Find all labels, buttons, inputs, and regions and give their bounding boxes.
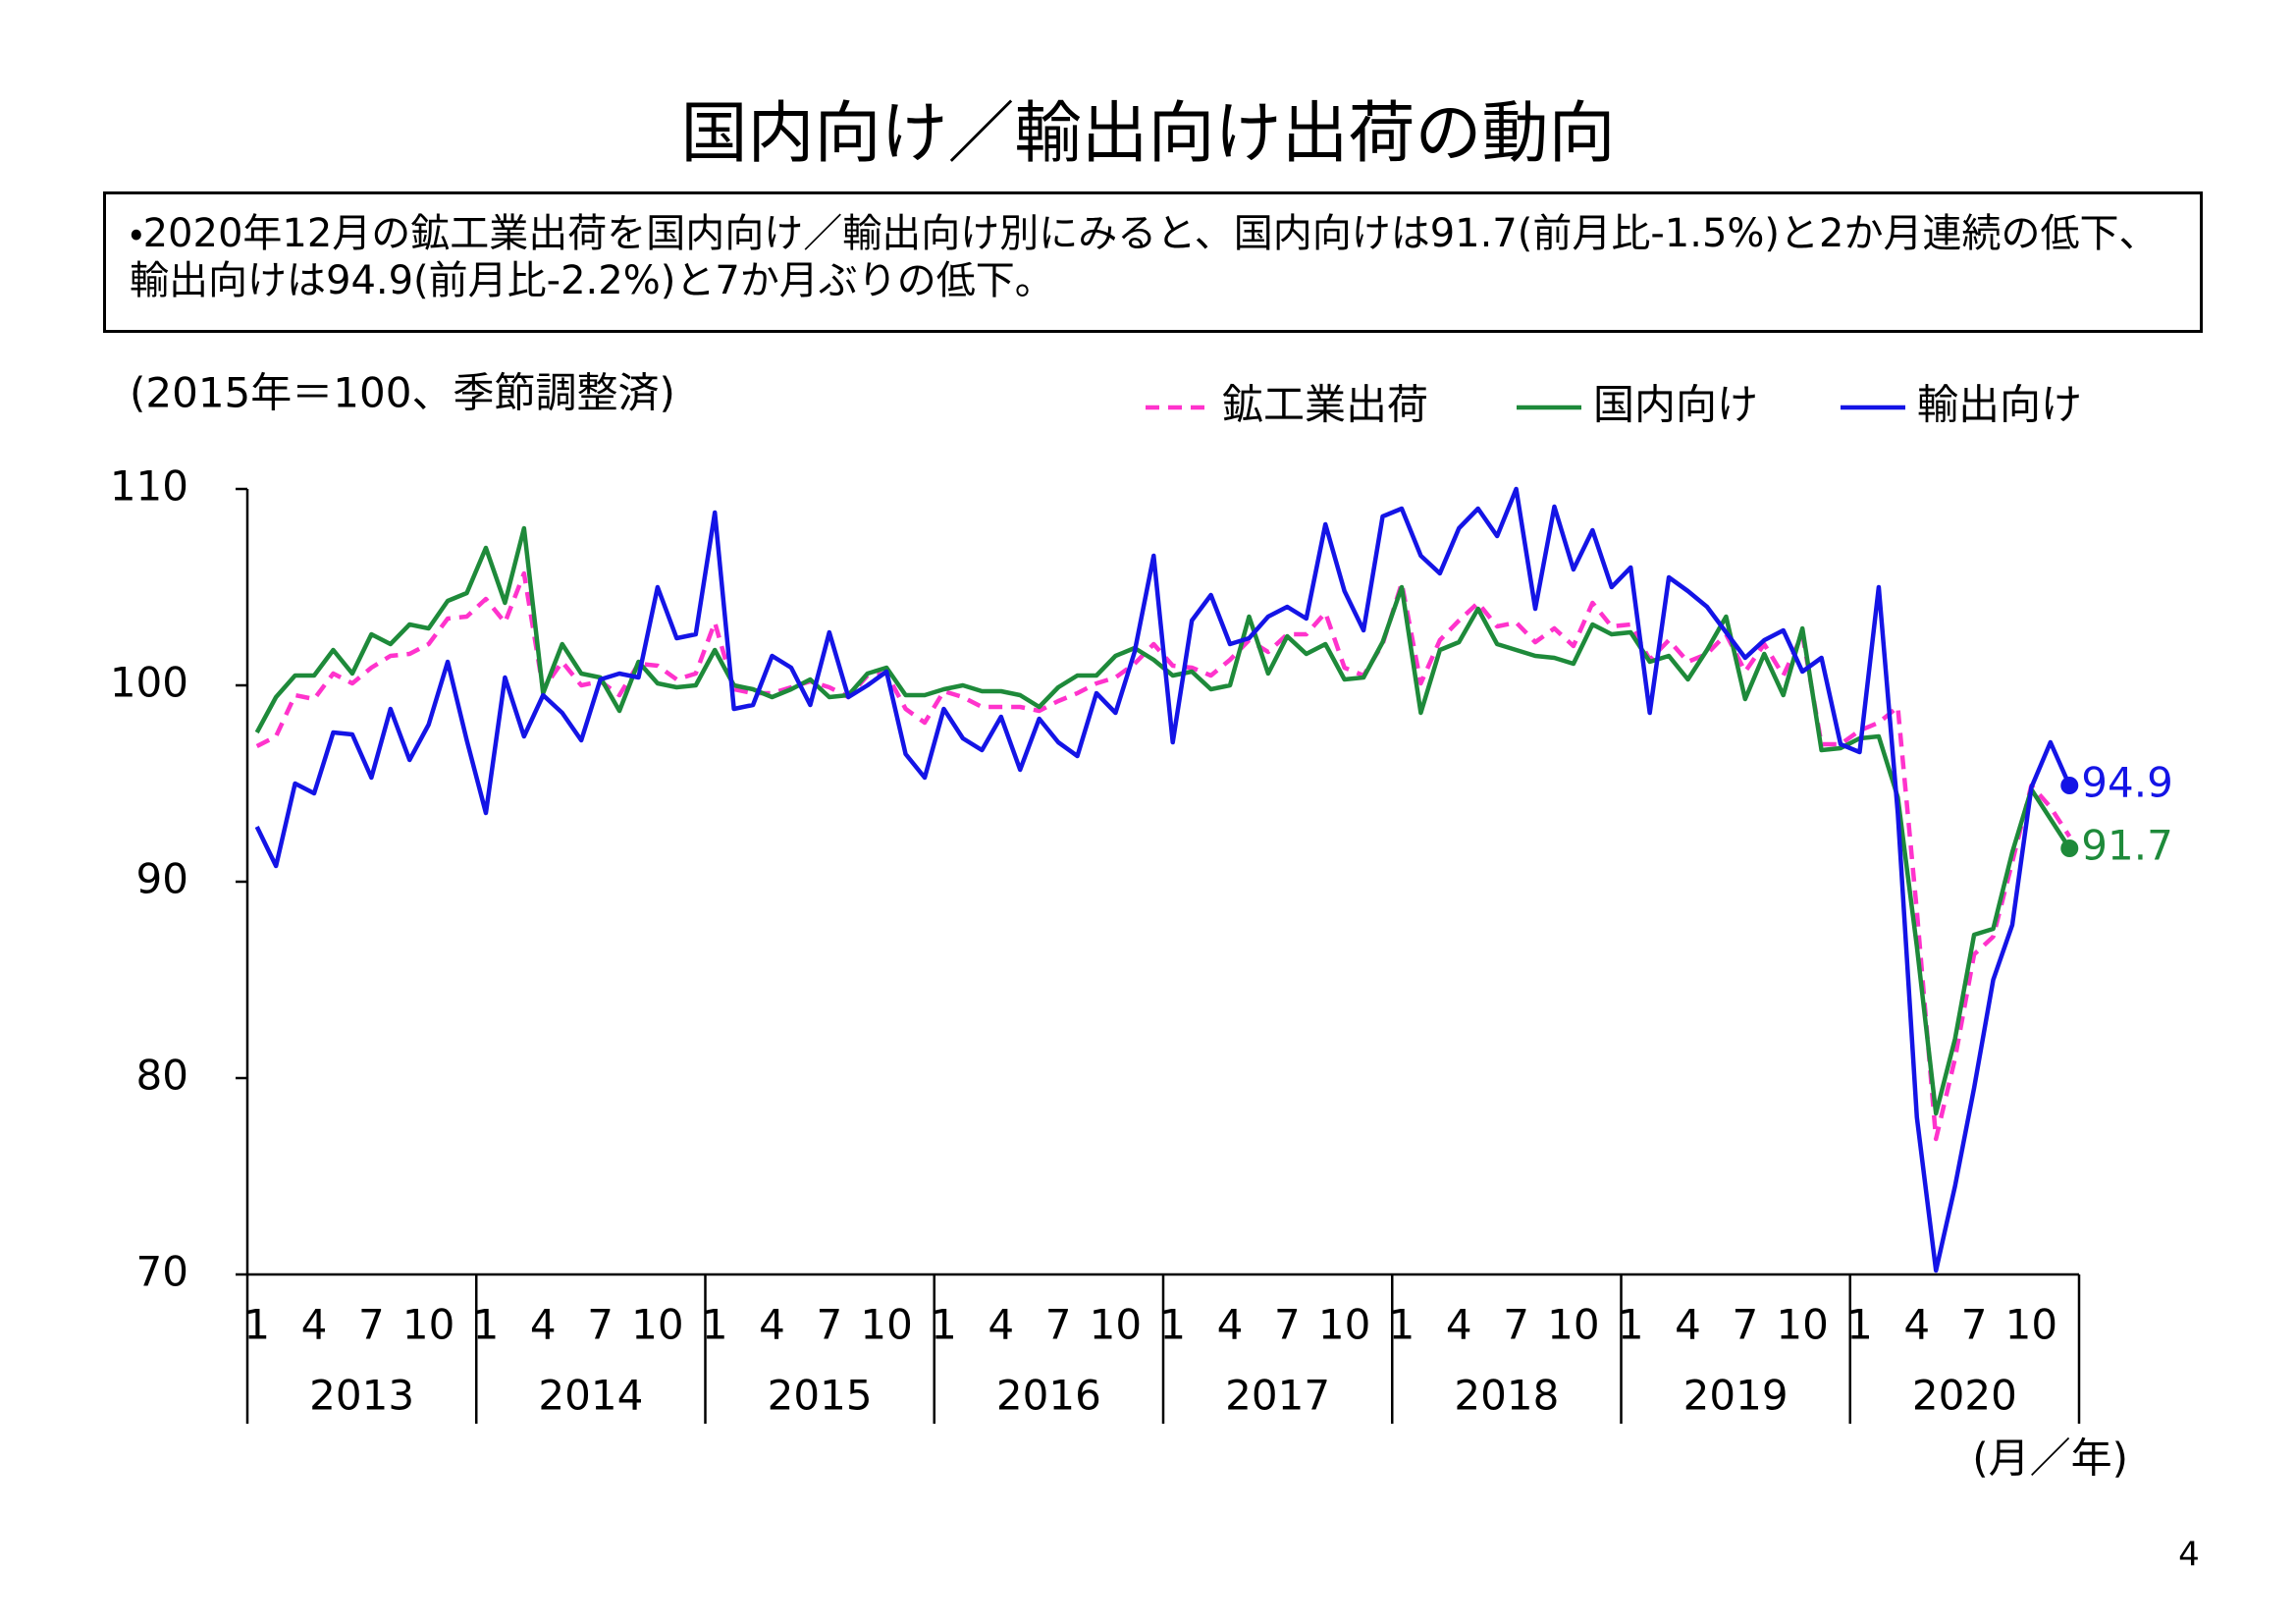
y-tick-label: 90 <box>136 855 188 903</box>
x-tick-label: 7 <box>1503 1301 1529 1349</box>
x-tick-label: 4 <box>530 1301 557 1349</box>
x-tick-label: 7 <box>358 1301 385 1349</box>
series-line <box>254 525 2072 1116</box>
x-tick-label: 10 <box>2005 1301 2057 1349</box>
summary-box: ・2020年12月の鉱工業出荷を国内向け／輸出向け別にみると、国内向けは91.7… <box>103 191 2203 333</box>
x-tick-label: 10 <box>860 1301 912 1349</box>
legend-label: 国内向け <box>1593 381 1758 429</box>
legend-label: 鉱工業出荷 <box>1222 381 1428 429</box>
year-label: 2020 <box>1912 1372 2017 1420</box>
x-tick-label: 7 <box>1961 1301 1988 1349</box>
x-tick-label: 4 <box>988 1301 1014 1349</box>
year-label: 2017 <box>1225 1372 1330 1420</box>
x-tick-label: 10 <box>1776 1301 1828 1349</box>
end-label: 91.7 <box>2081 822 2173 870</box>
series-line <box>255 570 2072 1142</box>
end-marker <box>2060 839 2079 857</box>
x-tick-label: 7 <box>1732 1301 1758 1349</box>
year-label: 2018 <box>1454 1372 1559 1420</box>
x-tick-label: 7 <box>587 1301 614 1349</box>
x-tick-label: 10 <box>1090 1301 1142 1349</box>
page-title: 国内向け／輸出向け出荷の動向 <box>680 95 1616 173</box>
y-axis-unit: (2015年＝100、季節調整済) <box>130 369 675 417</box>
x-tick-label: 4 <box>1903 1301 1930 1349</box>
year-label: 2013 <box>309 1372 414 1420</box>
x-tick-label: 7 <box>1274 1301 1301 1349</box>
year-label: 2019 <box>1683 1372 1789 1420</box>
x-tick-label: 10 <box>402 1301 454 1349</box>
x-axis-label: (月／年) <box>1972 1435 2128 1483</box>
y-tick-label: 100 <box>110 659 188 707</box>
page-number: 4 <box>2178 1536 2200 1575</box>
x-tick-label: 7 <box>1045 1301 1072 1349</box>
y-tick-label: 80 <box>136 1052 188 1100</box>
x-tick-label: 4 <box>1217 1301 1244 1349</box>
year-label: 2015 <box>768 1372 873 1420</box>
x-tick-label: 4 <box>759 1301 785 1349</box>
x-tick-label: 4 <box>1446 1301 1472 1349</box>
x-tick-label: 10 <box>631 1301 683 1349</box>
year-label: 2014 <box>538 1372 643 1420</box>
series-line <box>254 486 2072 1273</box>
legend-label: 輸出向け <box>1917 381 2082 429</box>
x-tick-label: 10 <box>1318 1301 1370 1349</box>
x-tick-label: 4 <box>301 1301 328 1349</box>
end-label: 94.9 <box>2081 759 2173 807</box>
y-tick-label: 110 <box>110 462 188 511</box>
x-tick-label: 10 <box>1547 1301 1599 1349</box>
end-marker <box>2060 777 2079 794</box>
y-tick-label: 70 <box>136 1248 188 1296</box>
x-tick-label: 4 <box>1675 1301 1701 1349</box>
year-label: 2016 <box>996 1372 1101 1420</box>
x-tick-label: 7 <box>816 1301 842 1349</box>
